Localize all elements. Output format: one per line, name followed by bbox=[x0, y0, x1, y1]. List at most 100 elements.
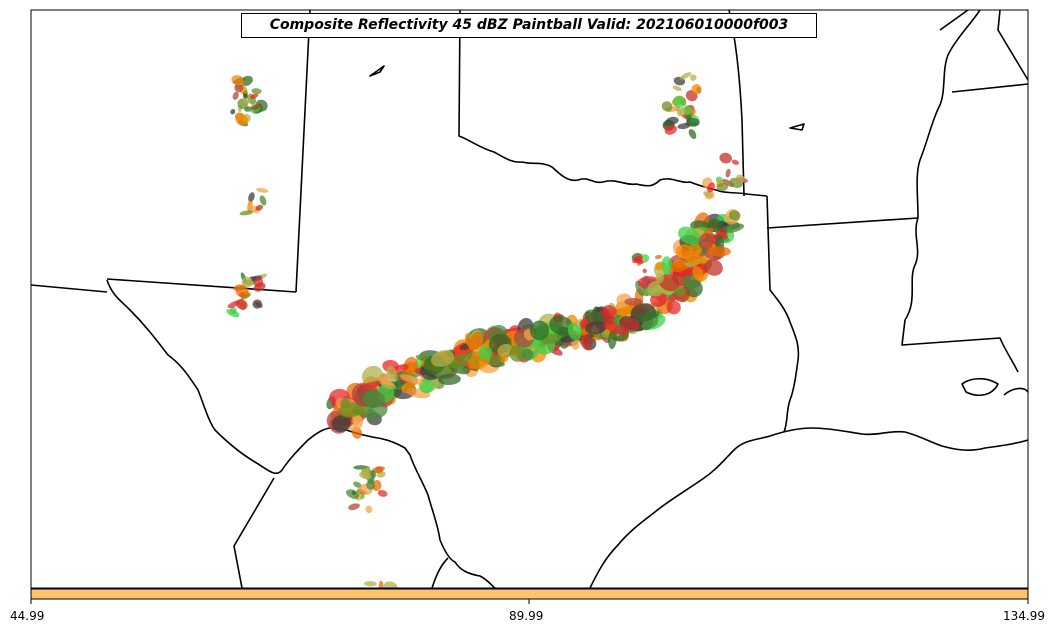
reflectivity-blob bbox=[688, 128, 697, 140]
reflectivity-blob bbox=[654, 254, 663, 260]
reflectivity-blob bbox=[331, 415, 351, 433]
state-border-ar-tn bbox=[939, 10, 969, 31]
reflectivity-blob bbox=[340, 397, 350, 408]
reflectivity-blob bbox=[677, 123, 691, 130]
reflectivity-blob bbox=[235, 299, 248, 310]
reflectivity-blob bbox=[529, 320, 550, 341]
lake-outline bbox=[961, 377, 999, 397]
reflectivity-blob bbox=[685, 255, 708, 265]
reflectivity-blob bbox=[620, 317, 640, 333]
reflectivity-blob bbox=[670, 260, 690, 272]
reflectivity-blob bbox=[400, 374, 424, 385]
reflectivity-blob bbox=[240, 293, 251, 300]
reflectivity-blob bbox=[403, 356, 418, 375]
reflectivity-blob bbox=[348, 503, 360, 511]
reflectivity-blob bbox=[364, 390, 376, 401]
reflectivity-blob bbox=[624, 297, 643, 306]
reflectivity-blob bbox=[239, 210, 254, 216]
reflectivity-blob bbox=[728, 210, 741, 221]
reflectivity-blob bbox=[361, 365, 383, 385]
reflectivity-blob bbox=[250, 93, 259, 99]
lake-outline bbox=[369, 65, 385, 77]
reflectivity-blob bbox=[661, 101, 673, 112]
lake-outline bbox=[789, 123, 805, 131]
reflectivity-blob bbox=[703, 259, 723, 276]
reflectivity-blob bbox=[235, 285, 249, 298]
state-border-ms-al bbox=[916, 10, 981, 219]
reflectivity-blob bbox=[248, 192, 255, 203]
reflectivity-blob bbox=[230, 306, 237, 315]
reflectivity-blob bbox=[352, 414, 361, 426]
colorbar bbox=[30, 588, 1029, 600]
reflectivity-blob bbox=[719, 152, 732, 164]
colorbar-tick-label-mid: 89.99 bbox=[509, 609, 544, 623]
paintball-layer bbox=[226, 72, 748, 605]
reflectivity-blob bbox=[371, 480, 382, 491]
reflectivity-blob bbox=[703, 191, 714, 198]
reflectivity-blob bbox=[256, 187, 269, 193]
reflectivity-blob bbox=[655, 262, 664, 271]
reflectivity-blob bbox=[251, 88, 262, 95]
reflectivity-blob bbox=[383, 599, 390, 605]
reflectivity-blob bbox=[585, 321, 607, 335]
reflectivity-blob bbox=[673, 95, 685, 108]
state-border-panhandle bbox=[106, 278, 297, 293]
reflectivity-blob bbox=[241, 276, 253, 288]
reflectivity-blob bbox=[234, 83, 244, 93]
reflectivity-blob bbox=[364, 581, 377, 587]
reflectivity-blob bbox=[698, 233, 713, 251]
reflectivity-blob bbox=[666, 300, 681, 315]
reflectivity-blob bbox=[678, 226, 701, 246]
colorbar-tick-label-min: 44.99 bbox=[10, 609, 45, 623]
reflectivity-blob bbox=[679, 72, 692, 80]
reflectivity-blob bbox=[252, 299, 263, 309]
map-title: Composite Reflectivity 45 dBZ Paintball … bbox=[241, 13, 817, 38]
reflectivity-blob bbox=[230, 108, 236, 115]
reflectivity-blob bbox=[674, 286, 686, 297]
reflectivity-blob bbox=[655, 272, 664, 284]
gulf-coastline bbox=[589, 427, 1028, 588]
reflectivity-blob bbox=[509, 344, 526, 362]
reflectivity-blob bbox=[250, 104, 263, 111]
reflectivity-blob bbox=[672, 85, 682, 92]
reflectivity-blob bbox=[682, 105, 692, 116]
reflectivity-blob bbox=[691, 84, 702, 95]
reflectivity-blob bbox=[722, 223, 745, 233]
reflectivity-blob bbox=[641, 275, 650, 287]
state-border-nm-tx bbox=[295, 10, 311, 293]
reflectivity-blob bbox=[377, 376, 394, 387]
reflectivity-blob bbox=[365, 505, 373, 514]
reflectivity-blob bbox=[707, 246, 731, 257]
state-border-nm-az-south bbox=[31, 284, 108, 293]
reflectivity-blob bbox=[688, 243, 702, 257]
reflectivity-blob bbox=[579, 332, 592, 351]
reflectivity-blob bbox=[360, 493, 365, 500]
reflectivity-blob bbox=[642, 268, 647, 274]
state-border-ky bbox=[997, 10, 1028, 81]
state-border-ar-la bbox=[766, 217, 919, 229]
reflectivity-blob bbox=[676, 244, 693, 260]
reflectivity-blob bbox=[689, 74, 697, 81]
reflectivity-blob bbox=[661, 256, 673, 275]
reflectivity-blob bbox=[692, 266, 704, 282]
reflectivity-blob bbox=[242, 93, 248, 99]
reflectivity-blob bbox=[676, 107, 683, 117]
reflectivity-blob bbox=[478, 346, 493, 360]
reflectivity-blob bbox=[241, 75, 253, 86]
reflectivity-blob bbox=[438, 373, 461, 386]
reflectivity-blob bbox=[449, 353, 472, 369]
reflectivity-blob bbox=[686, 113, 692, 123]
reflectivity-blob bbox=[521, 348, 534, 361]
reflectivity-blob bbox=[635, 311, 660, 322]
reflectivity-blob bbox=[351, 490, 356, 496]
reflectivity-blob bbox=[376, 471, 386, 478]
state-border-tx-la bbox=[766, 195, 800, 433]
reflectivity-blob bbox=[469, 332, 484, 350]
map-border bbox=[30, 9, 1029, 589]
reflectivity-blob bbox=[361, 468, 371, 479]
reflectivity-blob bbox=[232, 91, 239, 100]
reflectivity-blob bbox=[706, 182, 716, 193]
reflectivity-blob bbox=[716, 182, 729, 192]
state-border-ms-river bbox=[901, 217, 1019, 373]
reflectivity-blob bbox=[571, 338, 580, 350]
